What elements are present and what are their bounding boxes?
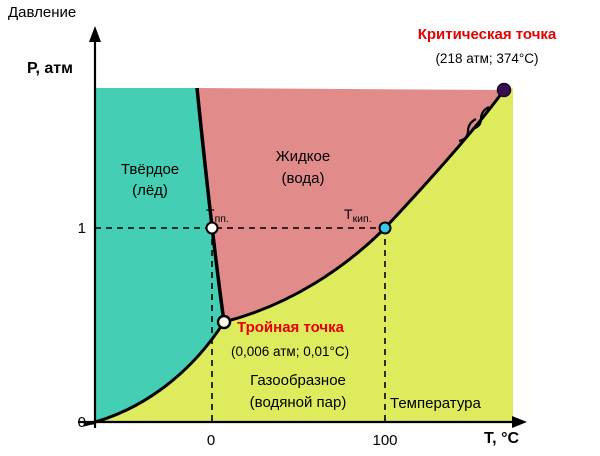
pressure-axis-title: Давление xyxy=(8,4,76,21)
temperature-axis-title: Температура xyxy=(390,395,482,412)
gas-region-sublabel: (водяной пар) xyxy=(250,394,347,411)
boiling-temp-label: Ткип. xyxy=(344,206,372,225)
sublimation-curve xyxy=(83,321,226,427)
temperature-axis-unit: Т, °С xyxy=(484,430,519,447)
critical-point-label: Критическая точка xyxy=(418,26,557,43)
triple-point-dot xyxy=(216,314,232,330)
liquid-region-label: Жидкое xyxy=(276,148,330,165)
curve-break-mark-2 xyxy=(471,106,490,131)
pressure-axis-unit: Р, атм xyxy=(27,60,73,77)
temperature-tick-0: 0 xyxy=(207,432,215,449)
x-axis-arrow-icon xyxy=(512,416,527,428)
temperature-tick-100: 100 xyxy=(372,432,397,449)
pressure-tick-0: 0 xyxy=(78,414,86,431)
gas-region-label: Газообразное xyxy=(250,372,346,389)
gas-region xyxy=(84,88,513,425)
triple-point-coords: (0,006 атм; 0,01°C) xyxy=(231,344,349,359)
triple-point-label: Тройная точка xyxy=(237,319,345,336)
liquid-region xyxy=(197,88,504,322)
solid-region-sublabel: (лёд) xyxy=(132,182,168,199)
y-axis-arrow-icon xyxy=(89,26,101,42)
curve-break-mark-1 xyxy=(458,118,477,143)
melting-point-dot xyxy=(205,221,219,235)
liquid-region-sublabel: (вода) xyxy=(282,170,325,187)
critical-point-dot xyxy=(496,82,512,98)
critical-point-coords: (218 атм; 374°C) xyxy=(435,51,538,66)
boiling-point-dot xyxy=(378,221,392,235)
solid-region-label: Твёрдое xyxy=(121,161,179,178)
melting-temp-label: Тпп. xyxy=(206,206,229,225)
melting-curve xyxy=(195,87,226,323)
solid-region xyxy=(84,88,224,425)
pressure-tick-1: 1 xyxy=(78,220,86,237)
